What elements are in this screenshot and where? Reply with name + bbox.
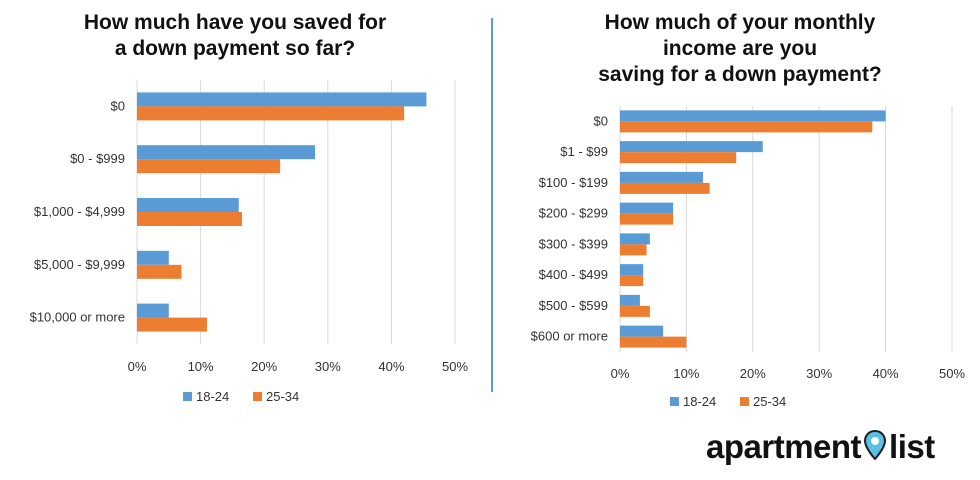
right-category-label: $600 or more xyxy=(531,329,608,344)
right-bar xyxy=(620,121,873,133)
left-category-label: $5,000 - $9,999 xyxy=(34,257,125,272)
left-bar xyxy=(137,145,316,160)
left-bar xyxy=(137,212,242,226)
right-bar xyxy=(620,202,674,214)
map-pin-icon xyxy=(864,429,887,461)
left-x-tick-label: 0% xyxy=(128,359,147,374)
divider xyxy=(491,18,493,392)
right-category-label: $300 - $399 xyxy=(539,236,608,251)
left-bar xyxy=(137,92,427,107)
right-bar xyxy=(620,141,763,153)
brand-name-part1: apartment xyxy=(706,428,862,465)
right-x-tick-label: 0% xyxy=(611,366,630,381)
left-category-label: $0 xyxy=(111,98,125,113)
right-bar xyxy=(620,213,674,225)
left-category-label: $0 - $999 xyxy=(70,151,125,166)
left-legend-swatch xyxy=(183,392,192,401)
left-legend-swatch xyxy=(253,392,262,401)
left-category-label: $1,000 - $4,999 xyxy=(34,204,125,219)
right-category-label: $500 - $599 xyxy=(539,298,608,313)
right-x-tick-label: 10% xyxy=(673,366,699,381)
left-bar xyxy=(137,198,239,212)
right-bar xyxy=(620,305,650,317)
right-legend-label: 18-24 xyxy=(683,394,716,409)
left-bar xyxy=(137,303,169,318)
left-bar xyxy=(137,317,207,332)
right-bar xyxy=(620,244,647,256)
brand-name-part2: list xyxy=(889,428,935,465)
right-bar xyxy=(620,171,703,183)
right-category-label: $0 xyxy=(594,113,608,128)
right-bar xyxy=(620,233,650,245)
left-x-tick-label: 30% xyxy=(315,359,341,374)
left-legend-label: 18-24 xyxy=(196,389,229,404)
right-bar xyxy=(620,152,737,164)
left-x-tick-label: 10% xyxy=(188,359,214,374)
right-category-label: $400 - $499 xyxy=(539,267,608,282)
right-legend-swatch xyxy=(670,397,679,406)
left-x-tick-label: 40% xyxy=(378,359,404,374)
right-bar xyxy=(620,294,640,306)
chart-title-right: How much of your monthly income are you … xyxy=(598,11,882,86)
chart-title-left: How much have you saved for a down payme… xyxy=(83,11,387,60)
left-bar xyxy=(137,264,182,279)
right-category-label: $100 - $199 xyxy=(539,175,608,190)
left-x-tick-label: 20% xyxy=(251,359,277,374)
right-x-tick-label: 40% xyxy=(873,366,899,381)
left-bar xyxy=(137,106,405,121)
left-bar xyxy=(137,250,169,265)
right-bar xyxy=(620,264,644,276)
right-category-label: $200 - $299 xyxy=(539,206,608,221)
right-bar xyxy=(620,325,664,337)
right-bar xyxy=(620,336,687,348)
right-legend-label: 25-34 xyxy=(753,394,786,409)
right-x-tick-label: 30% xyxy=(806,366,832,381)
right-legend-swatch xyxy=(740,397,749,406)
left-bar xyxy=(137,159,281,174)
right-bar xyxy=(620,110,886,122)
right-bar xyxy=(620,182,710,194)
right-category-label: $1 - $99 xyxy=(560,144,608,159)
right-x-tick-label: 50% xyxy=(939,366,965,381)
left-category-label: $10,000 or more xyxy=(30,310,125,325)
left-legend-label: 25-34 xyxy=(266,389,299,404)
left-x-tick-label: 50% xyxy=(442,359,468,374)
brand-logo: apartment list xyxy=(706,428,976,472)
right-bar xyxy=(620,275,644,287)
right-x-tick-label: 20% xyxy=(740,366,766,381)
